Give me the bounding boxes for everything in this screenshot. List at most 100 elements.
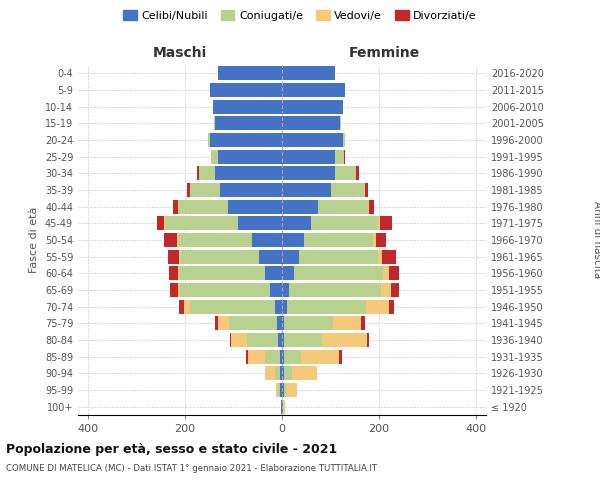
Bar (282, 283, 398, 297)
Bar (282, 116, 340, 130)
Bar (259, 250, 282, 264)
Bar (282, 333, 284, 347)
Bar (282, 133, 345, 147)
Bar (190, 300, 282, 314)
Bar (282, 250, 377, 264)
Bar (178, 200, 282, 214)
Bar (282, 150, 344, 164)
Bar (277, 316, 282, 330)
Bar (282, 216, 380, 230)
Bar (282, 233, 376, 247)
Bar (282, 233, 304, 247)
Bar (210, 83, 282, 97)
Bar (282, 233, 373, 247)
Bar (282, 133, 343, 147)
Bar (215, 316, 282, 330)
Bar (282, 200, 374, 214)
Bar (282, 333, 370, 347)
Bar (282, 150, 335, 164)
Bar (282, 316, 333, 330)
Bar (282, 316, 361, 330)
Bar (190, 183, 282, 197)
Bar (282, 216, 311, 230)
Bar (282, 83, 345, 97)
Bar (282, 350, 342, 364)
Bar (179, 233, 282, 247)
Bar (282, 166, 335, 180)
Bar (282, 150, 345, 164)
Bar (238, 216, 282, 230)
Bar (282, 400, 283, 414)
Bar (227, 200, 282, 214)
Bar (168, 250, 282, 264)
Bar (278, 383, 282, 397)
Bar (282, 333, 367, 347)
Bar (282, 266, 383, 280)
Bar (275, 300, 282, 314)
Bar (282, 350, 284, 364)
Bar (282, 350, 340, 364)
Bar (231, 333, 282, 347)
Bar (280, 383, 282, 397)
Bar (230, 333, 282, 347)
Bar (280, 350, 282, 364)
Bar (282, 200, 369, 214)
Bar (281, 400, 282, 414)
Bar (208, 133, 282, 147)
Bar (173, 200, 282, 214)
Bar (282, 166, 356, 180)
Text: Popolazione per età, sesso e stato civile - 2021: Popolazione per età, sesso e stato civil… (6, 442, 337, 456)
Bar (215, 116, 282, 130)
Bar (220, 183, 282, 197)
Bar (178, 266, 282, 280)
Text: Maschi: Maschi (153, 46, 207, 60)
Bar (282, 216, 392, 230)
Bar (282, 316, 284, 330)
Bar (282, 366, 284, 380)
Bar (282, 183, 365, 197)
Bar (176, 233, 282, 247)
Bar (282, 366, 292, 380)
Bar (265, 366, 282, 380)
Bar (265, 266, 282, 280)
Bar (157, 216, 282, 230)
Bar (282, 266, 398, 280)
Bar (282, 300, 365, 314)
Bar (282, 100, 343, 114)
Bar (164, 233, 282, 247)
Bar (197, 166, 282, 180)
Bar (187, 183, 282, 197)
Bar (229, 316, 282, 330)
Bar (282, 266, 389, 280)
Legend: Celibi/Nubili, Coniugati/e, Vedovi/e, Divorziati/e: Celibi/Nubili, Coniugati/e, Vedovi/e, Di… (119, 6, 481, 25)
Bar (282, 250, 396, 264)
Bar (199, 166, 282, 180)
Bar (282, 333, 322, 347)
Bar (282, 283, 380, 297)
Bar (282, 183, 364, 197)
Bar (180, 266, 282, 280)
Bar (282, 183, 331, 197)
Bar (282, 283, 391, 297)
Bar (282, 166, 359, 180)
Bar (169, 266, 282, 280)
Bar (282, 250, 299, 264)
Bar (282, 383, 284, 397)
Bar (180, 283, 282, 297)
Bar (214, 116, 282, 130)
Bar (275, 366, 282, 380)
Bar (282, 283, 289, 297)
Bar (211, 150, 282, 164)
Bar (218, 66, 282, 80)
Bar (170, 283, 282, 297)
Bar (215, 166, 282, 180)
Bar (282, 400, 286, 414)
Bar (178, 283, 282, 297)
Bar (282, 383, 296, 397)
Bar (282, 316, 365, 330)
Y-axis label: Fasce di età: Fasce di età (29, 207, 39, 273)
Bar (282, 183, 368, 197)
Bar (270, 283, 282, 297)
Bar (179, 300, 282, 314)
Bar (276, 383, 282, 397)
